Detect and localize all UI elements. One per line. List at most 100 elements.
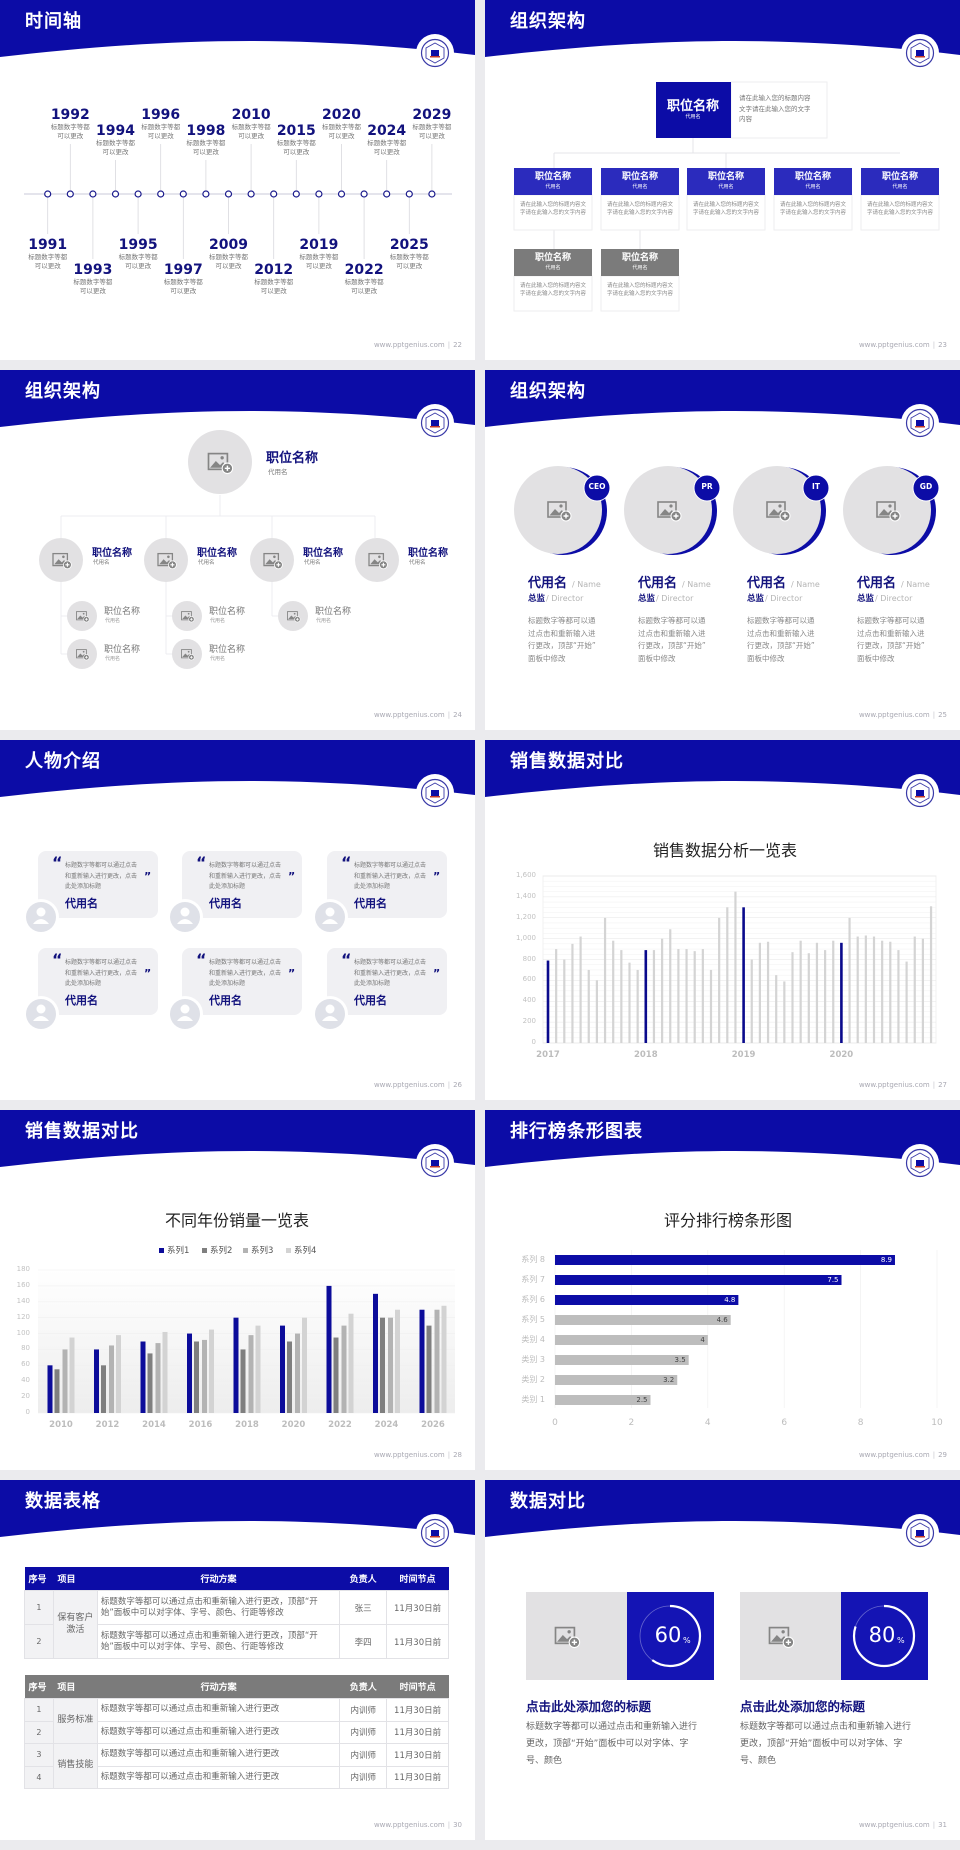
quote-open-icon: “ bbox=[196, 853, 207, 872]
quote-card bbox=[38, 851, 158, 918]
y-tick-label: 140 bbox=[16, 1296, 30, 1305]
bar bbox=[295, 1333, 300, 1413]
action-plan-cell: 标题数字等都可以通过点击和重新输入进行更改 bbox=[96, 1765, 341, 1789]
timeline-dot bbox=[270, 190, 278, 198]
quote-open-icon: “ bbox=[52, 853, 63, 872]
bar bbox=[815, 942, 819, 1043]
bar bbox=[162, 1331, 168, 1413]
role-title: 职位名称 bbox=[794, 172, 832, 182]
image-placeholder-icon bbox=[181, 611, 195, 623]
deadline-cell: 11月30日前 bbox=[386, 1624, 449, 1659]
deadline-cell: 11月30日前 bbox=[386, 1743, 449, 1767]
bar bbox=[47, 1365, 53, 1413]
timeline-caption: 可以更改 bbox=[102, 148, 129, 156]
member-role-en: / Director bbox=[546, 594, 584, 603]
member-description: 行更改，顶部“开始” bbox=[857, 641, 925, 650]
school-logo-icon bbox=[416, 1514, 454, 1552]
timeline-dot bbox=[224, 190, 233, 198]
table-row: 4 标题数字等都可以通过点击和重新输入进行更改 内训师 11月30日前 bbox=[24, 1765, 449, 1789]
timeline-dot bbox=[202, 190, 210, 198]
y-tick-label: 80 bbox=[21, 1344, 30, 1353]
bar bbox=[669, 929, 672, 1043]
timeline-dot bbox=[383, 190, 391, 198]
school-logo-icon bbox=[901, 34, 939, 72]
image-placeholder-icon bbox=[766, 501, 791, 522]
timeline-caption: 标题数字等都 bbox=[276, 139, 316, 147]
child-role-title: 职位名称 bbox=[104, 607, 141, 617]
header-band bbox=[485, 1480, 960, 1552]
quote-text: 此处添加标题 bbox=[209, 883, 246, 890]
table-header-cell: 负责人 bbox=[349, 1683, 377, 1693]
bar bbox=[194, 1341, 199, 1413]
slide-title: 人物介绍 bbox=[25, 751, 101, 772]
bar bbox=[555, 1315, 731, 1325]
footer-separator: | bbox=[447, 1081, 451, 1089]
x-tick-label: 6 bbox=[781, 1418, 788, 1428]
bar bbox=[555, 1255, 895, 1265]
quote-text: 标题数字等都可以通过点击 bbox=[209, 862, 282, 869]
bar bbox=[555, 949, 558, 1043]
image-placeholder-icon bbox=[52, 552, 72, 570]
slide-title: 时间轴 bbox=[25, 11, 82, 32]
x-tick-label: 2026 bbox=[421, 1420, 445, 1430]
member-description: 过点击和重新输入进 bbox=[638, 628, 706, 638]
footer-url: www.pptgenius.com bbox=[373, 711, 445, 719]
plot-area bbox=[38, 1270, 455, 1413]
bar bbox=[824, 950, 827, 1043]
progress-ring bbox=[638, 1604, 702, 1668]
top-avatar-circle bbox=[188, 430, 252, 494]
bar bbox=[734, 891, 737, 1043]
bar bbox=[661, 938, 664, 1043]
slide-29: 排行榜条形图表 www.pptgenius.com | 29 评分排行榜条形图 0 2 4 6 8… bbox=[485, 1110, 960, 1470]
data-table: 序号 项目 行动方案 负责人 时间节点 1 服务标准 标题数字等都可以通过点击和重新输入进行更… bbox=[24, 1675, 449, 1789]
bar bbox=[147, 1353, 153, 1413]
project-cell: 销售技能 bbox=[52, 1743, 98, 1789]
deadline-cell: 11月30日前 bbox=[386, 1698, 449, 1722]
badge-circle bbox=[802, 474, 830, 502]
quote-text: 此处添加标题 bbox=[65, 980, 102, 987]
header-wave bbox=[485, 740, 960, 797]
x-tick-label: 2010 bbox=[49, 1420, 73, 1430]
member-description: 面板中修改 bbox=[528, 653, 566, 663]
timeline-year: 2025 bbox=[389, 237, 429, 253]
quote-text: 和重新输入进行更改，点击 bbox=[354, 969, 427, 977]
row-number: 1 bbox=[24, 1590, 54, 1625]
badge-circle bbox=[912, 474, 940, 502]
timeline-year: 2024 bbox=[367, 123, 407, 139]
timeline-caption: 可以更改 bbox=[170, 287, 197, 295]
top-role-description: 文字请在此输入您的文字 bbox=[739, 104, 811, 113]
child-avatar-circle bbox=[67, 601, 97, 631]
image-placeholder-icon bbox=[657, 501, 682, 522]
x-tick-label: 2020 bbox=[281, 1420, 306, 1430]
quote-text: 此处添加标题 bbox=[65, 883, 102, 890]
bar bbox=[62, 1349, 68, 1413]
slide-graphics bbox=[38, 1248, 455, 1414]
action-plan-cell: 标题数字等都可以通过点击和重新输入进行更改 bbox=[96, 1743, 341, 1767]
x-tick-label: 2012 bbox=[95, 1420, 120, 1430]
footer-separator: | bbox=[447, 341, 451, 349]
bar bbox=[563, 959, 566, 1043]
chart-title: 评分排行榜条形图 bbox=[663, 1211, 793, 1230]
bar bbox=[555, 1295, 739, 1305]
bar bbox=[595, 980, 598, 1043]
slide-graphics bbox=[542, 875, 937, 1044]
table-row: 1 保有客户激活 标题数字等都可以通过点击和重新输入进行更改，顶部“开始”面板中可以… bbox=[24, 1590, 449, 1659]
bar bbox=[742, 907, 745, 1043]
bar bbox=[693, 951, 696, 1043]
x-tick-label: 2018 bbox=[235, 1420, 259, 1430]
slide-title: 销售数据对比 bbox=[510, 751, 624, 772]
timeline-year: 1994 bbox=[96, 123, 135, 139]
timeline-year: 2022 bbox=[344, 262, 384, 278]
slide-title: 数据对比 bbox=[510, 1491, 586, 1512]
bar bbox=[255, 1325, 261, 1413]
slide-title: 数据表格 bbox=[25, 1491, 101, 1512]
role-subtitle: 代用名 bbox=[892, 184, 908, 190]
bar bbox=[921, 938, 924, 1043]
legend-label: 系列3 bbox=[251, 1246, 274, 1256]
role-title: 职位名称 bbox=[92, 548, 132, 559]
bar bbox=[872, 936, 876, 1043]
org-connectors bbox=[553, 138, 900, 249]
slide-footer: www.pptgenius.com | 25 bbox=[859, 711, 947, 719]
role-header bbox=[601, 249, 679, 276]
